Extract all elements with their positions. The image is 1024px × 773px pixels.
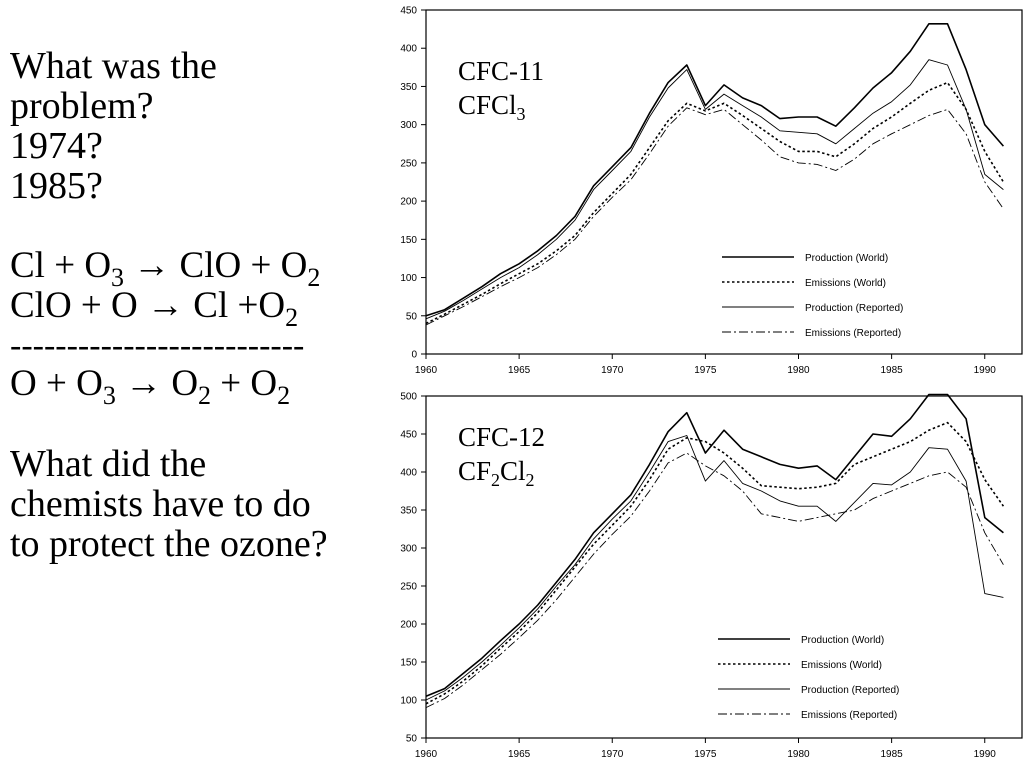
y-tick-label: 200: [400, 620, 417, 631]
chart-formula: CF2Cl2: [458, 456, 535, 490]
legend-label: Emissions (World): [801, 660, 882, 671]
cfc12-chart-svg: 50 100 150 200 250 300 350 400 450 500 1960 1965 197…: [400, 392, 1023, 760]
spacer: [10, 206, 395, 246]
series-line: [425, 393, 1004, 697]
eq-part: Cl + O: [10, 245, 112, 286]
year-line: 1974?: [10, 125, 103, 167]
series-line: [425, 452, 1004, 709]
y-tick-label: 0: [411, 350, 417, 361]
plot-frame: [425, 9, 1023, 355]
question-line: chemists have to do: [10, 483, 311, 525]
y-tick-label: 350: [400, 506, 417, 517]
y-tick-label: 450: [400, 430, 417, 441]
y-tick-label: 400: [400, 468, 417, 479]
x-tick-label: 1975: [694, 365, 717, 376]
legend-label: Production (Reported): [801, 685, 899, 696]
x-tick-label: 1985: [881, 365, 904, 376]
series-line: [425, 107, 1004, 326]
year-line: 1985?: [10, 165, 103, 207]
eq-subscript: 2: [285, 303, 299, 332]
y-tick-label: 100: [400, 273, 417, 284]
y-tick-label: 400: [400, 44, 417, 55]
x-tick-label: 1965: [508, 365, 531, 376]
question-line: What was the: [10, 45, 217, 87]
legend-label: Production (World): [805, 253, 888, 264]
x-tick-label: 1960: [415, 365, 438, 376]
eq-part: → O: [115, 363, 199, 404]
cfc11-chart: 0 50 100 150 200 250 300 350 400 450 1960 1965 1970 1…: [360, 0, 1024, 384]
eq-subscript: 3: [102, 381, 116, 410]
x-tick-label: 1975: [694, 749, 717, 760]
x-tick-label: 1990: [974, 365, 997, 376]
x-tick-label: 1990: [974, 749, 997, 760]
plot-frame: [425, 395, 1023, 739]
chart-formula: CFCl3: [458, 90, 526, 124]
eq-part: → ClO + O: [124, 245, 308, 286]
y-tick-label: 50: [406, 734, 418, 745]
y-tick-label: 250: [400, 158, 417, 169]
series-line: [425, 421, 1005, 705]
x-tick-label: 1970: [601, 365, 624, 376]
eq-subscript: 3: [111, 263, 125, 292]
series-line: [425, 59, 1004, 320]
y-tick-label: 300: [400, 544, 417, 555]
eq-part: ClO + O → Cl +O: [10, 285, 286, 326]
chart-title: CFC-12: [458, 422, 545, 452]
y-tick-label: 200: [400, 197, 417, 208]
legend-label: Production (World): [801, 635, 884, 646]
y-tick-label: 250: [400, 582, 417, 593]
cfc11-chart-svg: 0 50 100 150 200 250 300 350 400 450 1960 1965 1970 1…: [400, 6, 1023, 376]
y-tick-label: 450: [400, 6, 417, 17]
y-tick-label: 100: [400, 696, 417, 707]
y-tick-label: 350: [400, 82, 417, 93]
divider-line: --------------------------: [10, 328, 305, 364]
left-text-panel: What was the problem? 1974? 1985? Cl + O…: [10, 46, 395, 564]
x-tick-label: 1985: [881, 749, 904, 760]
y-tick-label: 150: [400, 235, 417, 246]
eq-subscript: 2: [307, 263, 321, 292]
legend-label: Emissions (Reported): [801, 710, 897, 721]
question-line: to protect the ozone?: [10, 523, 328, 565]
x-tick-label: 1980: [787, 365, 810, 376]
series-line: [425, 81, 1005, 325]
question-line: What did the: [10, 443, 207, 485]
y-tick-label: 50: [406, 311, 418, 322]
x-tick-label: 1980: [787, 749, 810, 760]
x-tick-label: 1960: [415, 749, 438, 760]
equation-1: Cl + O3 → ClO + O2: [10, 245, 395, 291]
legend-label: Production (Reported): [805, 303, 903, 314]
cfc12-chart: 50 100 150 200 250 300 350 400 450 500 1960 1965 197…: [360, 384, 1024, 768]
eq-part: + O: [211, 363, 278, 404]
x-tick-label: 1970: [601, 749, 624, 760]
spacer: [10, 404, 395, 444]
y-tick-label: 150: [400, 658, 417, 669]
legend-label: Emissions (Reported): [805, 328, 901, 339]
eq-part: O + O: [10, 363, 103, 404]
y-tick-label: 300: [400, 120, 417, 131]
eq-subscript: 2: [198, 381, 212, 410]
x-tick-label: 1965: [508, 749, 531, 760]
series-line: [425, 435, 1004, 701]
y-tick-label: 500: [400, 392, 417, 403]
legend-label: Emissions (World): [805, 278, 886, 289]
question-line: problem?: [10, 85, 154, 127]
chart-title: CFC-11: [458, 56, 544, 86]
equation-3: O + O3 → O2 + O2: [10, 363, 395, 409]
equation-2: ClO + O → Cl +O2: [10, 285, 395, 331]
eq-subscript: 2: [277, 381, 291, 410]
series-line: [425, 22, 1005, 317]
